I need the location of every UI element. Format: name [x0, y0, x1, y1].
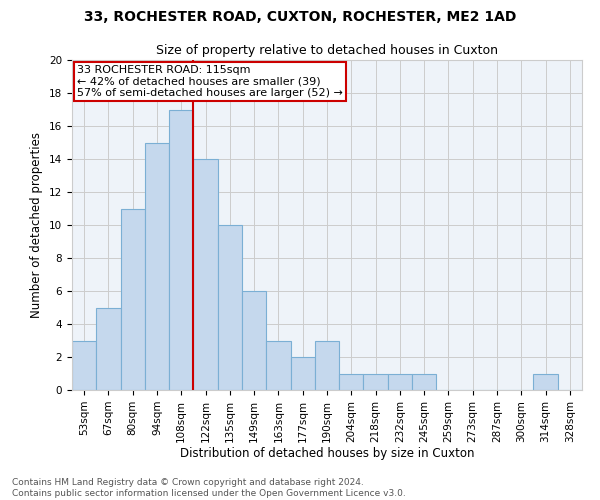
- Text: 33, ROCHESTER ROAD, CUXTON, ROCHESTER, ME2 1AD: 33, ROCHESTER ROAD, CUXTON, ROCHESTER, M…: [84, 10, 516, 24]
- Text: Contains HM Land Registry data © Crown copyright and database right 2024.
Contai: Contains HM Land Registry data © Crown c…: [12, 478, 406, 498]
- Bar: [315, 340, 339, 390]
- Bar: [145, 142, 169, 390]
- Y-axis label: Number of detached properties: Number of detached properties: [31, 132, 43, 318]
- Bar: [193, 159, 218, 390]
- Bar: [266, 340, 290, 390]
- Bar: [339, 374, 364, 390]
- Bar: [218, 225, 242, 390]
- Bar: [169, 110, 193, 390]
- Text: 33 ROCHESTER ROAD: 115sqm
← 42% of detached houses are smaller (39)
57% of semi-: 33 ROCHESTER ROAD: 115sqm ← 42% of detac…: [77, 65, 343, 98]
- Bar: [364, 374, 388, 390]
- Bar: [121, 208, 145, 390]
- Bar: [412, 374, 436, 390]
- Bar: [96, 308, 121, 390]
- Bar: [72, 340, 96, 390]
- Bar: [533, 374, 558, 390]
- Bar: [242, 291, 266, 390]
- Title: Size of property relative to detached houses in Cuxton: Size of property relative to detached ho…: [156, 44, 498, 58]
- Bar: [388, 374, 412, 390]
- X-axis label: Distribution of detached houses by size in Cuxton: Distribution of detached houses by size …: [180, 448, 474, 460]
- Bar: [290, 357, 315, 390]
